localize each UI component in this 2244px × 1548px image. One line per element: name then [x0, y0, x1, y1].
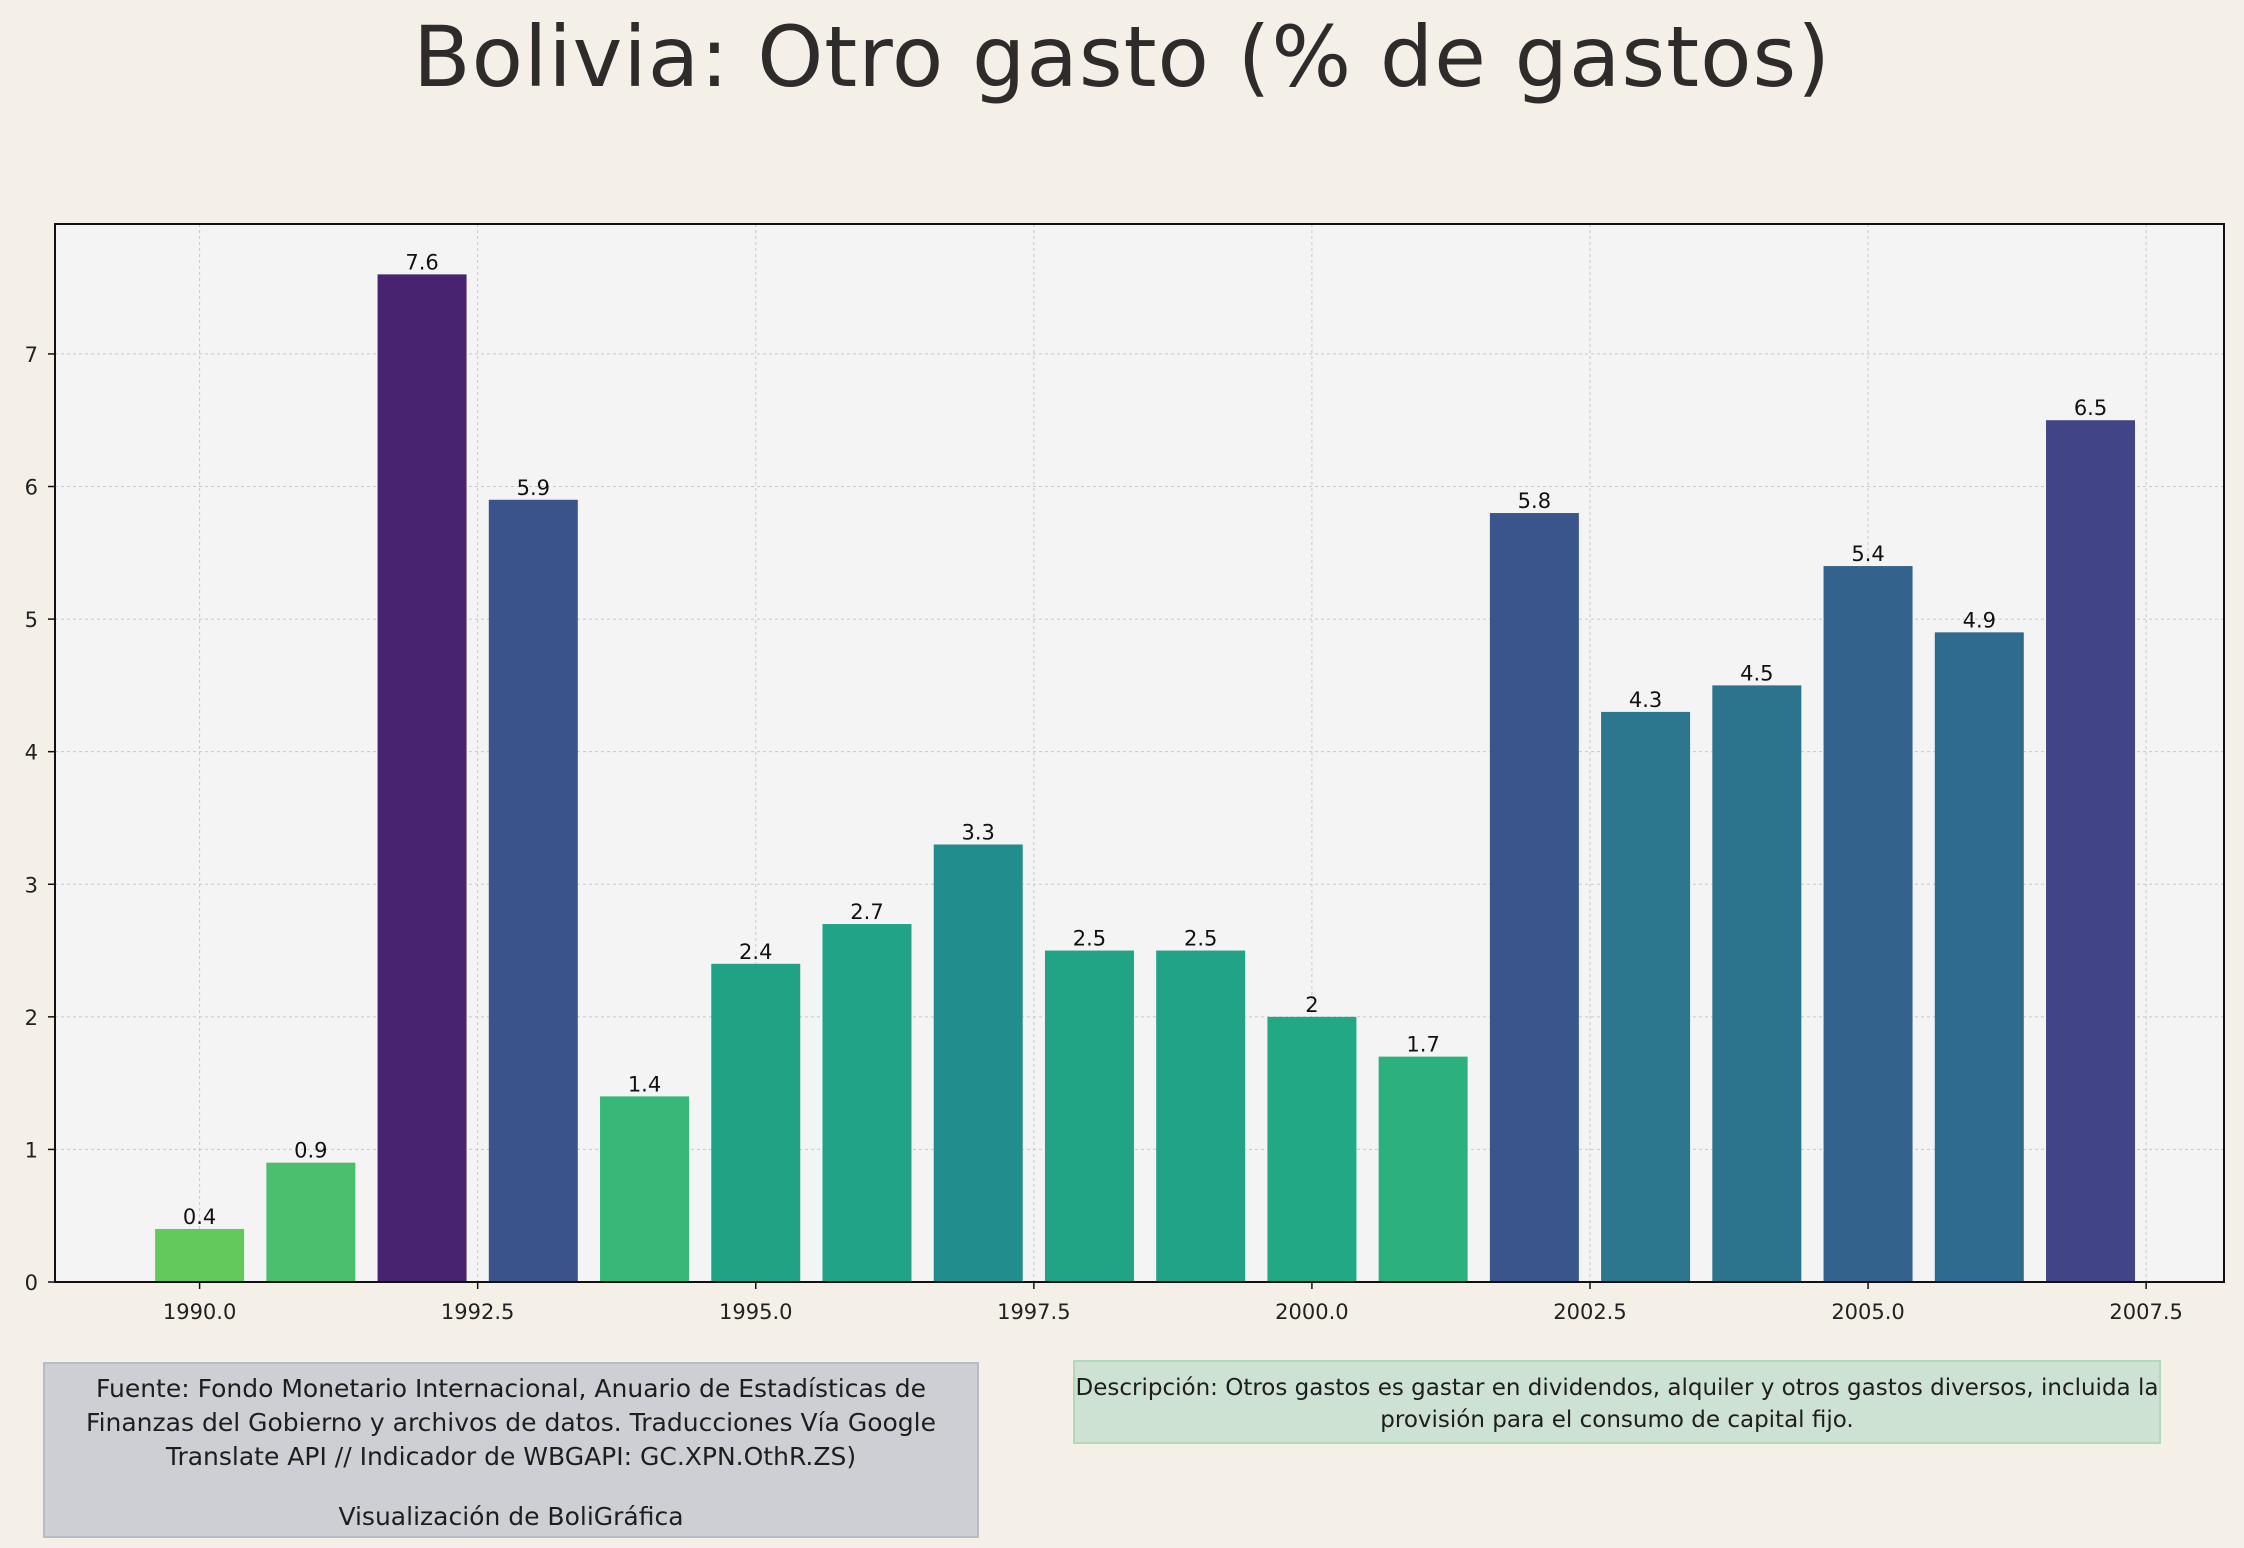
bar: [1267, 1016, 1357, 1282]
x-tick-label: 2000.0: [1275, 1300, 1348, 1324]
bar: [1378, 1056, 1468, 1282]
x-tick-label: 2005.0: [1831, 1300, 1904, 1324]
bar: [711, 963, 801, 1282]
y-tick-label: 5: [25, 608, 38, 632]
x-axis-ticks: 1990.0 1992.5 1995.0 1997.5 2000.0 2002.5 2005…: [163, 1282, 2183, 1324]
bar-value-label: 0.4: [183, 1205, 216, 1229]
bar-value-label: 4.9: [1963, 608, 1996, 632]
bar-value-label: 6.5: [2074, 396, 2107, 420]
bar: [155, 1228, 245, 1282]
bar-value-label: 1.7: [1406, 1033, 1439, 1057]
bar-value-label: 3.3: [962, 820, 995, 844]
bar-value-label: 2.5: [1073, 927, 1106, 951]
bar: [822, 924, 912, 1282]
bar-value-label: 5.9: [517, 476, 550, 500]
bar: [1044, 950, 1134, 1282]
bar: [1156, 950, 1246, 1282]
bar-value-labels: 0.4 0.9 7.6 5.9 1.4 2.4 2.7 3.3 2.5 2.5 2 1.7 5.8 4.3…: [183, 250, 2107, 1229]
bar-value-label: 2.4: [739, 940, 772, 964]
bar-value-label: 0.9: [294, 1139, 327, 1163]
bar: [377, 274, 467, 1282]
chart-title: Bolivia: Otro gasto (% de gastos): [412, 8, 1832, 106]
bar: [933, 844, 1023, 1282]
bar: [600, 1096, 690, 1282]
bar: [1934, 632, 2024, 1282]
description-text: Descripción: Otros gastos es gastar en d…: [1075, 1375, 2159, 1433]
credit-text: Visualización de BoliGráfica: [338, 1502, 684, 1531]
y-tick-label: 1: [25, 1138, 38, 1162]
bar-value-label: 2.7: [850, 900, 883, 924]
bar: [1823, 566, 1913, 1282]
plot-frame: [54, 223, 2225, 1283]
description-box: Descripción: Otros gastos es gastar en d…: [1073, 1360, 2161, 1444]
y-tick-label: 4: [25, 741, 38, 765]
bar: [266, 1162, 356, 1282]
y-tick-label: 6: [25, 476, 38, 500]
bar-value-label: 4.3: [1629, 688, 1662, 712]
source-text: Fuente: Fondo Monetario Internacional, A…: [86, 1374, 936, 1471]
bar-value-label: 5.4: [1851, 542, 1884, 566]
bar: [2046, 420, 2136, 1282]
y-tick-label: 2: [25, 1006, 38, 1030]
bar-value-label: 7.6: [405, 250, 438, 274]
bar: [1712, 685, 1802, 1282]
bar: [1489, 513, 1579, 1282]
bar-value-label: 2.5: [1184, 927, 1217, 951]
bars: [155, 274, 2136, 1282]
bar: [1601, 711, 1691, 1282]
x-tick-label: 2007.5: [2109, 1300, 2182, 1324]
bar-value-label: 1.4: [628, 1072, 661, 1096]
x-tick-label: 2002.5: [1553, 1300, 1626, 1324]
y-tick-label: 0: [25, 1271, 38, 1295]
y-axis-ticks: 0 1 2 3 4 5 6 7: [25, 343, 55, 1295]
x-tick-label: 1990.0: [163, 1300, 236, 1324]
x-tick-label: 1997.5: [997, 1300, 1070, 1324]
bar-value-label: 2: [1305, 993, 1318, 1017]
y-tick-label: 3: [25, 873, 38, 897]
source-box: Fuente: Fondo Monetario Internacional, A…: [43, 1362, 979, 1538]
y-tick-label: 7: [25, 343, 38, 367]
x-tick-label: 1992.5: [441, 1300, 514, 1324]
bar-value-label: 5.8: [1518, 489, 1551, 513]
x-tick-label: 1995.0: [719, 1300, 792, 1324]
bar-value-label: 4.5: [1740, 661, 1773, 685]
bar: [488, 499, 578, 1282]
